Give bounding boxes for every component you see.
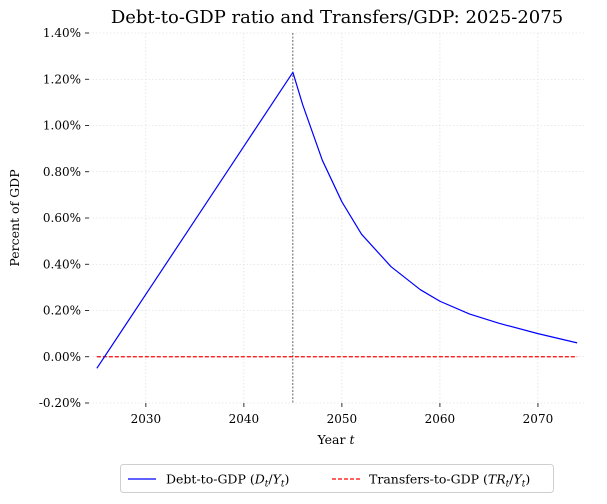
x-tick-label: 2030 — [131, 412, 162, 426]
y-axis-label: Percent of GDP — [7, 169, 22, 266]
y-tick-label: 1.00% — [43, 119, 81, 133]
grid — [89, 32, 585, 404]
legend-label-debt: Debt-to-GDP (Dt/Yt) — [166, 472, 289, 490]
x-tick-label: 2070 — [523, 412, 554, 426]
chart-title: Debt-to-GDP ratio and Transfers/GDP: 202… — [111, 7, 563, 28]
y-tick-label: 1.20% — [43, 72, 81, 86]
x-tick-label: 2060 — [425, 412, 456, 426]
series-layer — [96, 33, 578, 403]
y-tick-label: 0.20% — [43, 304, 81, 318]
y-axis: -0.20% 0.00% 0.20% 0.40% 0.60% 0.80% 1.00% 1.20… — [39, 26, 89, 410]
series-line-debt — [96, 71, 578, 369]
y-tick-label: 0.60% — [43, 211, 81, 225]
legend: Debt-to-GDP (Dt/Yt) Transfers-to-GDP (TR… — [120, 464, 554, 493]
y-tick-label: 0.80% — [43, 165, 81, 179]
legend-frame — [120, 464, 554, 493]
y-tick-label: 0.40% — [43, 257, 81, 271]
x-axis: 2030 2040 2050 2060 2070 — [131, 403, 554, 426]
y-tick-label: 0.00% — [43, 350, 81, 364]
y-tick-label: 1.40% — [43, 26, 81, 40]
x-tick-label: 2050 — [327, 412, 358, 426]
x-axis-label: Year t — [316, 432, 355, 447]
x-tick-label: 2040 — [229, 412, 260, 426]
y-tick-label: -0.20% — [39, 396, 81, 410]
legend-label-transfers: Transfers-to-GDP (TRt/Yt) — [369, 472, 530, 490]
